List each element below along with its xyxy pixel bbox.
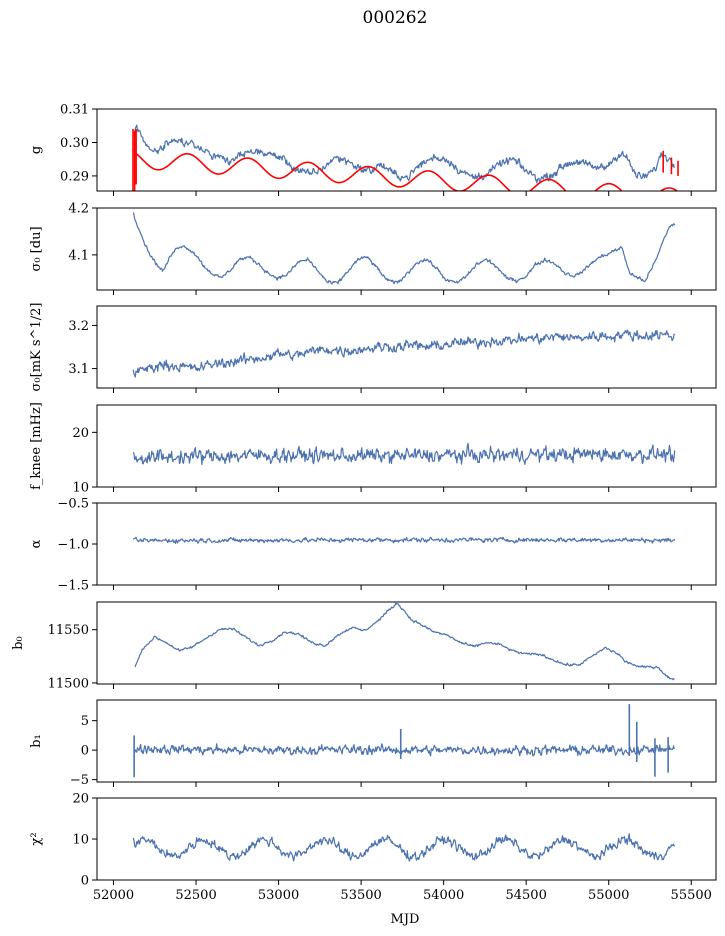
y-tick-label: 0.30	[60, 136, 89, 151]
axes-frame	[96, 699, 717, 783]
panel-chi2: 0 10 20 52000 52500 53000 53500 54000 54500 55000…	[29, 792, 717, 903]
figure-title: 000262	[363, 8, 428, 28]
y-tick-label: −0.5	[57, 497, 89, 512]
series-line	[132, 536, 676, 544]
y-axis-label: b₁	[29, 734, 44, 748]
axes-frame	[96, 502, 717, 586]
series-group	[132, 536, 676, 544]
panel-sigma0_du: 4.1 4.2 σ₀ [du]	[29, 202, 717, 295]
y-tick-label: 11500	[48, 676, 89, 691]
y-axis-label: χ²	[29, 832, 44, 845]
series-group	[132, 124, 679, 191]
y-tick-label: 20	[72, 426, 89, 441]
x-tick-label: 55500	[671, 888, 712, 903]
axes-frame	[96, 404, 717, 488]
panel-alpha: −1.5 −1.0 −0.5 α	[29, 497, 717, 594]
y-tick-label: 10	[72, 833, 89, 848]
y-tick-label: −1.0	[57, 538, 89, 553]
axes-frame	[96, 108, 717, 192]
x-tick-label: 53000	[258, 888, 299, 903]
y-axis-label: α	[29, 539, 44, 548]
y-axis-label: b₀	[11, 636, 26, 650]
y-tick-label: 0.29	[60, 169, 89, 184]
axes-frame	[96, 207, 717, 291]
x-tick-label: 53500	[340, 888, 381, 903]
series-line	[136, 152, 679, 191]
x-tick-label: 52500	[175, 888, 216, 903]
axes-frame	[96, 601, 717, 685]
series-line	[132, 442, 676, 466]
series-line	[132, 329, 676, 378]
x-tick-label: 55000	[588, 888, 629, 903]
series-group	[133, 704, 675, 778]
axes-frame	[96, 797, 717, 881]
y-tick-label: 4.2	[68, 202, 89, 217]
x-tick-label: 54500	[505, 888, 546, 903]
series-line	[132, 833, 676, 862]
subplot-stack: 0.29 0.30 0.31 g 4.1 4.2 σ₀ [du] 3.1 3.2 σ₀[mK s^…	[11, 103, 717, 903]
y-axis-label: σ₀ [du]	[29, 226, 44, 271]
series-line	[132, 212, 676, 285]
panel-fknee: 10 20 f_knee [mHz]	[29, 402, 717, 496]
y-tick-label: 10	[72, 481, 89, 496]
y-axis-label: g	[29, 146, 44, 154]
series-line	[134, 602, 675, 681]
y-tick-label: 20	[72, 792, 89, 807]
x-tick-label: 52000	[93, 888, 134, 903]
series-group	[132, 833, 676, 862]
y-tick-label: 0.31	[60, 103, 89, 118]
y-tick-label: −5	[70, 773, 89, 788]
panel-b0: 11500 11550 b₀	[11, 601, 717, 691]
series-group	[134, 602, 675, 681]
y-tick-label: 0	[81, 874, 89, 889]
axes-frame	[96, 305, 717, 389]
y-tick-label: 5	[81, 714, 89, 729]
panel-g: 0.29 0.30 0.31 g	[29, 103, 717, 196]
y-tick-label: 0	[81, 744, 89, 759]
y-axis-label: f_knee [mHz]	[29, 402, 44, 490]
y-tick-label: 3.1	[68, 362, 89, 377]
x-axis-label: MJD	[391, 912, 420, 927]
series-group	[132, 212, 676, 285]
y-tick-label: −1.5	[57, 579, 89, 594]
y-axis-label: σ₀[mK s^1/2]	[29, 303, 44, 392]
series-group	[132, 442, 676, 466]
series-group	[132, 329, 676, 378]
x-tick-label: 54000	[423, 888, 464, 903]
series-line	[133, 124, 675, 184]
panel-b1: −5 0 5 b₁	[29, 699, 717, 788]
series-line	[133, 743, 675, 757]
panel-sigma0_mks: 3.1 3.2 σ₀[mK s^1/2]	[29, 303, 717, 393]
y-tick-label: 4.1	[68, 248, 89, 263]
y-tick-label: 11550	[48, 623, 89, 638]
y-tick-label: 3.2	[68, 319, 89, 334]
